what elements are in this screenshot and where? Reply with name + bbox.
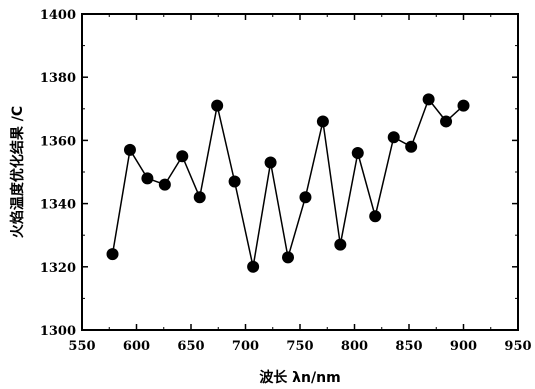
data-point	[351, 147, 364, 160]
data-point	[299, 191, 312, 204]
data-point	[123, 143, 136, 156]
plot-frame-rect	[81, 13, 519, 331]
data-point	[228, 175, 241, 188]
y-tick-label: 1400	[40, 8, 76, 23]
y-tick-label: 1360	[40, 134, 76, 149]
x-tick-label: 600	[123, 339, 150, 354]
x-tick-label: 750	[286, 339, 313, 354]
x-axis-title: 波长 λn/nm	[259, 369, 340, 386]
data-point	[106, 248, 119, 261]
data-point	[440, 115, 453, 128]
data-point	[193, 191, 206, 204]
data-point	[334, 238, 347, 251]
x-tick-label: 700	[232, 339, 259, 354]
y-tick-label: 1380	[40, 71, 76, 86]
y-tick-label: 1300	[40, 324, 76, 339]
data-point	[264, 156, 277, 169]
x-tick-label: 550	[68, 339, 95, 354]
data-point	[141, 172, 154, 185]
x-axis: 550 600 650 700 750 800 850 900 950	[68, 14, 532, 354]
data-point	[457, 99, 470, 112]
data-point	[387, 131, 400, 144]
x-tick-label: 800	[341, 339, 368, 354]
x-tick-label: 950	[504, 339, 531, 354]
data-point	[369, 210, 382, 223]
data-point	[282, 251, 295, 264]
y-axis: 1300 1320 1340 1360 1380 1400	[40, 8, 518, 339]
data-point	[176, 150, 189, 163]
y-axis-title: 火焰温度优化结果 /C	[9, 106, 26, 238]
x-tick-label: 900	[450, 339, 477, 354]
plot-frame	[81, 13, 519, 331]
data-point	[422, 93, 435, 106]
data-point	[405, 140, 418, 153]
x-tick-label: 650	[177, 339, 204, 354]
data-point	[247, 260, 260, 273]
data-point	[158, 178, 171, 191]
series-layer	[106, 93, 470, 273]
data-point	[316, 115, 329, 128]
data-point	[211, 99, 224, 112]
x-tick-label: 850	[395, 339, 422, 354]
y-tick-label: 1320	[40, 261, 76, 276]
y-tick-label: 1340	[40, 198, 76, 213]
